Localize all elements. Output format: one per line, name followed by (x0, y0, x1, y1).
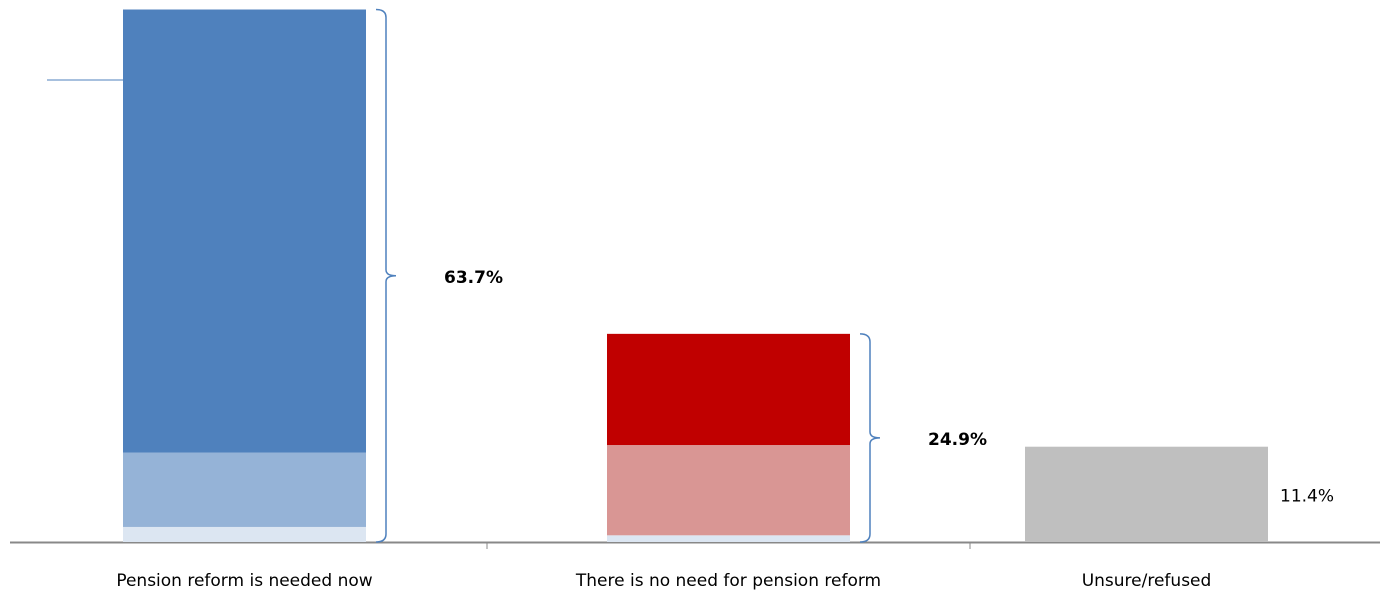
bar-segment (123, 452, 366, 527)
total-label: 24.9% (928, 430, 987, 450)
bar-segment (607, 535, 850, 542)
bar-segment (607, 445, 850, 536)
x-tick-label: Pension reform is needed now (116, 571, 372, 591)
x-tick-label: Unsure/refused (1082, 571, 1212, 591)
bar-segment (123, 526, 366, 542)
bracket (859, 333, 881, 543)
bar-segment (607, 333, 850, 446)
x-tick-label: There is no need for pension reform (575, 571, 881, 591)
bracket (375, 8, 397, 543)
bar-segment (1025, 446, 1268, 542)
total-label: 11.4% (1280, 486, 1334, 506)
total-label: 63.7% (444, 268, 503, 288)
bar-segment (123, 9, 366, 453)
